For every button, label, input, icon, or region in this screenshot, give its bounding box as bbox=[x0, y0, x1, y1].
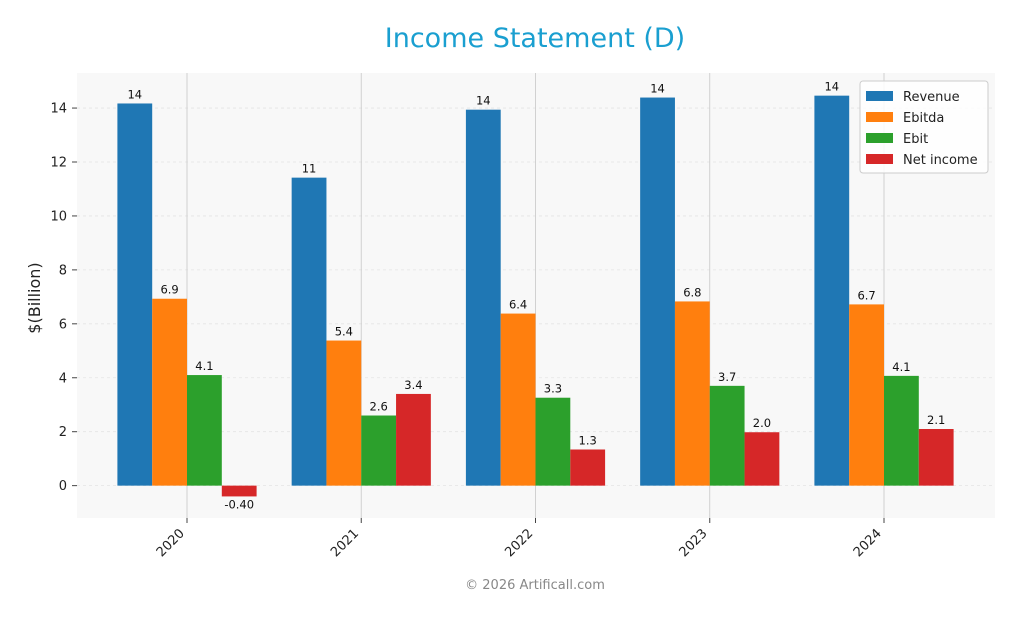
data-label: 6.4 bbox=[509, 298, 527, 312]
bar-revenue bbox=[640, 97, 675, 486]
bar-ebit bbox=[187, 375, 222, 486]
data-label: 14 bbox=[824, 80, 839, 94]
bar-revenue bbox=[465, 109, 501, 486]
bar-net-income bbox=[744, 432, 780, 486]
data-label: 6.9 bbox=[160, 283, 178, 297]
y-tick-label: 14 bbox=[50, 102, 67, 117]
data-label: 3.3 bbox=[544, 382, 562, 396]
legend-swatch bbox=[866, 112, 893, 122]
data-label: 14 bbox=[650, 82, 665, 96]
x-tick-label: 2020 bbox=[154, 526, 188, 560]
data-label: -0.40 bbox=[224, 497, 254, 511]
data-label: 5.4 bbox=[335, 325, 353, 339]
y-tick-label: 2 bbox=[59, 425, 67, 440]
legend-box bbox=[859, 80, 989, 174]
y-tick-label: 8 bbox=[59, 263, 67, 278]
legend-swatch bbox=[866, 133, 893, 143]
data-label: 4.1 bbox=[892, 360, 910, 374]
bar-net-income bbox=[570, 449, 606, 486]
x-tick-label: 2024 bbox=[851, 526, 885, 560]
bar-revenue bbox=[814, 95, 850, 486]
bar-ebit bbox=[709, 385, 745, 486]
footer-copyright: © 2026 Artificall.com bbox=[465, 578, 605, 593]
data-label: 4.1 bbox=[195, 359, 213, 373]
x-tick-label: 2023 bbox=[677, 526, 711, 560]
bar-ebit bbox=[535, 397, 571, 486]
legend-label: Revenue bbox=[903, 90, 960, 105]
bar-net-income bbox=[918, 429, 954, 486]
data-label: 3.7 bbox=[718, 370, 736, 384]
legend-swatch bbox=[866, 91, 893, 101]
bar-ebitda bbox=[326, 340, 362, 486]
data-label: 2.6 bbox=[370, 400, 388, 414]
bar-ebitda bbox=[152, 298, 187, 486]
data-label: 3.4 bbox=[404, 378, 422, 392]
y-tick-label: 0 bbox=[59, 479, 67, 494]
bar-ebitda bbox=[674, 301, 710, 486]
y-axis-label: $(Billion) bbox=[25, 262, 44, 333]
data-label: 2.1 bbox=[927, 413, 945, 427]
bar-ebitda bbox=[500, 313, 536, 486]
x-axis-ticks: 2020 2021 2022 2023 2024 bbox=[154, 518, 885, 560]
data-label: 6.7 bbox=[857, 288, 875, 302]
data-label: 11 bbox=[302, 162, 317, 176]
y-tick-label: 6 bbox=[59, 317, 67, 332]
chart-title: Income Statement (D) bbox=[385, 23, 685, 54]
bar-revenue bbox=[117, 103, 153, 486]
y-tick-label: 10 bbox=[50, 209, 67, 224]
legend-label: Net income bbox=[903, 153, 978, 168]
bar-net-income bbox=[396, 393, 431, 486]
y-tick-label: 12 bbox=[50, 156, 67, 171]
bar-revenue bbox=[291, 177, 327, 486]
data-label: 14 bbox=[476, 94, 491, 108]
x-tick-label: 2022 bbox=[502, 526, 536, 560]
data-labels: 14 11 14 14 14 6.9 5.4 6.4 6.8 6.7 4.1 2.6 3.3 3.7 4.1… bbox=[127, 80, 945, 512]
data-label: 2.0 bbox=[753, 416, 771, 430]
bar-ebitda bbox=[849, 304, 884, 486]
x-tick-label: 2021 bbox=[328, 526, 362, 560]
bars bbox=[117, 95, 954, 497]
data-label: 6.8 bbox=[683, 285, 701, 299]
legend-label: Ebitda bbox=[903, 111, 944, 126]
legend-swatch bbox=[866, 154, 893, 164]
data-label: 14 bbox=[127, 87, 142, 101]
y-axis-ticks: 0 2 4 6 8 10 12 14 bbox=[50, 102, 77, 494]
y-tick-label: 4 bbox=[59, 371, 67, 386]
bar-ebit bbox=[361, 415, 397, 486]
legend-label: Ebit bbox=[903, 132, 928, 147]
legend: Revenue Ebitda Ebit Net income bbox=[859, 80, 989, 174]
data-label: 1.3 bbox=[579, 433, 597, 447]
bar-ebit bbox=[884, 375, 919, 486]
bar-net-income bbox=[221, 485, 257, 497]
